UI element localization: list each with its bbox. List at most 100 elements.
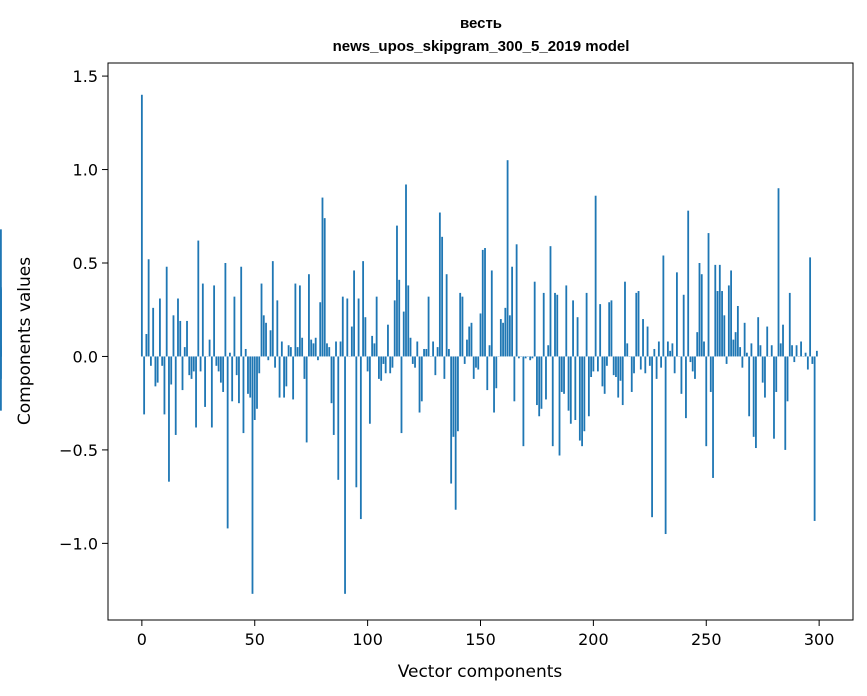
y-tick-label: 0.5 (73, 254, 98, 273)
chart-title-line2: news_upos_skipgram_300_5_2019 model (333, 38, 630, 55)
bar-184 (556, 294, 559, 357)
bar-17 (179, 320, 182, 357)
bar-247 (698, 263, 701, 357)
bar-272 (755, 356, 757, 449)
bar-120 (411, 356, 414, 364)
bar-257 (721, 291, 723, 357)
x-tick-label: 200 (578, 630, 609, 649)
bar-10 (163, 356, 166, 415)
bar-211 (617, 356, 620, 398)
bar-55 (265, 322, 267, 357)
bar-115 (400, 356, 403, 434)
bar-252 (709, 356, 712, 392)
bar-119 (409, 337, 412, 357)
bar-271 (752, 356, 755, 437)
bar-69 (296, 347, 299, 357)
bar-46 (244, 348, 247, 357)
bar-275 (761, 356, 764, 383)
chart-title-line1: весть (460, 15, 502, 32)
bar-176 (538, 356, 541, 417)
bar-122 (416, 341, 419, 357)
bar-64 (285, 356, 288, 387)
bar-162 (506, 160, 509, 357)
bar-159 (499, 319, 502, 357)
bar-79 (319, 302, 322, 357)
bar-98 (362, 261, 365, 357)
bar-51 (256, 356, 258, 409)
bar-243 (689, 356, 692, 363)
bar-11 (165, 266, 168, 357)
bar-135 (445, 274, 448, 357)
bar-102 (371, 335, 374, 357)
bar-276 (764, 356, 766, 398)
bar-42 (235, 356, 238, 376)
bar-71 (301, 337, 304, 357)
bar-78 (317, 356, 319, 361)
bar-113 (396, 225, 398, 357)
bar-277 (766, 326, 769, 357)
bar-256 (718, 264, 721, 357)
bar-20 (186, 320, 188, 357)
bar-94 (353, 270, 355, 357)
bar-258 (723, 315, 726, 357)
bar-202 (596, 356, 599, 372)
bar-218 (633, 356, 635, 374)
bar-206 (606, 356, 608, 366)
bar-188 (565, 285, 568, 357)
bar-18 (181, 356, 184, 391)
bar-225 (648, 356, 651, 366)
bar-116 (402, 311, 405, 357)
bar-244 (691, 356, 694, 372)
bar-75 (310, 339, 313, 357)
bar-259 (725, 356, 728, 364)
bar-28 (204, 356, 206, 407)
bar-52 (258, 356, 261, 374)
y-tick-label: 1.5 (73, 67, 98, 86)
bar-129 (432, 341, 434, 357)
bar-147 (472, 356, 475, 379)
bar-97 (359, 356, 362, 520)
bar-47 (247, 356, 249, 394)
bar-13 (170, 356, 173, 385)
bar-254 (714, 264, 717, 357)
bar-201 (594, 195, 597, 357)
bar-266 (741, 356, 744, 368)
bar-22 (190, 356, 193, 379)
bar-235 (671, 343, 674, 357)
bar-63 (283, 356, 285, 398)
bar-141 (459, 292, 462, 357)
bar-166 (515, 244, 518, 357)
bar-286 (786, 356, 789, 402)
bar-104 (375, 296, 378, 357)
bar-26 (199, 356, 202, 372)
bar-67 (292, 356, 295, 400)
bar-53 (260, 283, 263, 357)
bar-34 (217, 356, 220, 372)
bar-288 (791, 345, 793, 357)
bar-87 (337, 356, 340, 480)
bar-270 (750, 343, 753, 357)
bar-215 (626, 343, 629, 357)
bar-240 (682, 294, 685, 357)
bar-241 (685, 356, 687, 419)
bar-124 (420, 356, 423, 402)
bar-49 (251, 356, 254, 594)
bar-165 (513, 356, 516, 402)
bar-294 (804, 352, 807, 357)
bar-4 (149, 356, 152, 366)
bar-190 (569, 356, 572, 424)
bar-239 (680, 356, 683, 394)
bar-161 (504, 307, 507, 357)
bar-82 (326, 343, 328, 357)
bar-231 (662, 255, 665, 357)
bar-207 (608, 302, 611, 357)
bar-1 (143, 356, 146, 415)
bar-143 (463, 356, 466, 364)
bar-260 (727, 285, 730, 357)
bar-189 (567, 356, 570, 411)
bar-108 (384, 356, 387, 374)
bar-289 (793, 356, 796, 363)
bar-213 (621, 356, 624, 406)
bar-6 (154, 356, 157, 387)
bar-99 (364, 317, 367, 357)
